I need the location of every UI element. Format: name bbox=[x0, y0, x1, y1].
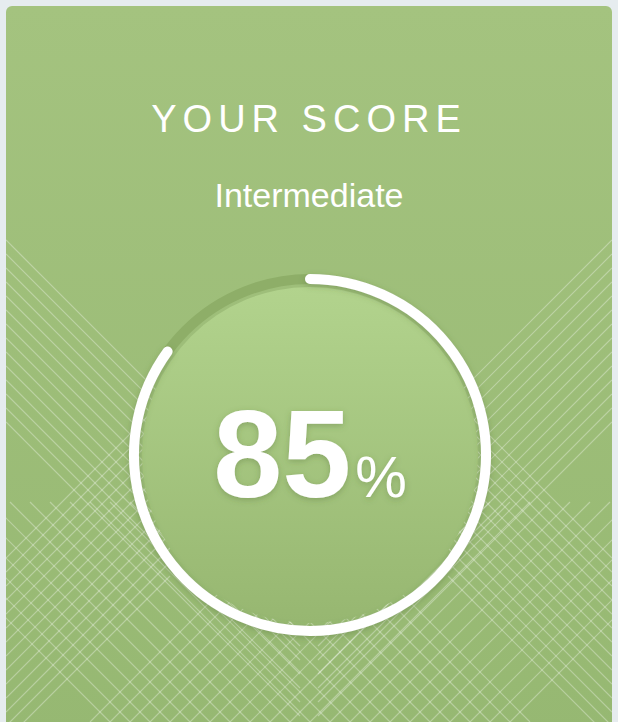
card bbox=[6, 6, 612, 722]
marks bbox=[134, 279, 486, 631]
score-card: YOUR SCORE Intermediate 85% bbox=[0, 0, 618, 722]
pattern-line bbox=[510, 502, 612, 722]
pattern-line bbox=[450, 502, 612, 722]
title: YOUR SCORE bbox=[151, 98, 466, 140]
gauge-track bbox=[134, 279, 486, 631]
pattern-line bbox=[6, 502, 130, 722]
pattern-line bbox=[6, 502, 110, 722]
pattern-line bbox=[6, 502, 150, 722]
value-unit: % bbox=[355, 444, 407, 509]
value-number: 85 bbox=[213, 385, 351, 523]
pattern-line bbox=[6, 534, 170, 698]
subtitle: Intermediate bbox=[215, 176, 404, 214]
gauge-arc bbox=[134, 279, 486, 631]
pattern-line bbox=[448, 548, 612, 712]
pattern-line bbox=[490, 502, 612, 722]
pattern bbox=[6, 240, 612, 722]
value-label: 85% bbox=[213, 385, 407, 523]
pattern-line bbox=[6, 502, 170, 722]
pattern-line bbox=[470, 502, 612, 722]
gauge-face bbox=[142, 287, 478, 623]
pattern-line bbox=[6, 506, 170, 670]
